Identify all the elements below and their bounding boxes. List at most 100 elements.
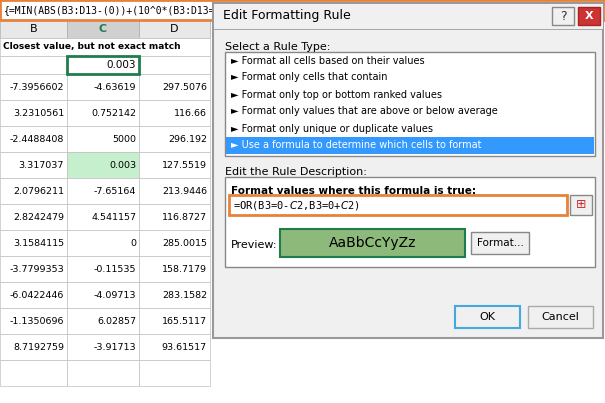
Text: 116.66: 116.66 <box>174 108 207 118</box>
Bar <box>0 74 67 100</box>
Bar <box>139 100 210 126</box>
Bar <box>225 177 595 267</box>
Bar <box>139 308 210 334</box>
Bar <box>570 195 592 215</box>
Text: 213.9446: 213.9446 <box>162 187 207 195</box>
Bar <box>139 178 210 204</box>
Bar <box>67 126 139 152</box>
Bar <box>280 229 465 257</box>
Bar <box>139 20 210 38</box>
Text: ► Format all cells based on their values: ► Format all cells based on their values <box>231 56 425 66</box>
Text: Format...: Format... <box>477 238 523 248</box>
Bar <box>67 56 139 74</box>
Text: 4.541157: 4.541157 <box>91 212 136 222</box>
Text: ⊞: ⊞ <box>576 199 586 212</box>
Bar <box>67 20 139 38</box>
Text: 3.2310561: 3.2310561 <box>13 108 64 118</box>
Bar <box>67 152 139 178</box>
Bar <box>67 178 139 204</box>
Bar <box>139 56 210 74</box>
Bar <box>139 282 210 308</box>
Bar <box>67 334 139 360</box>
Bar <box>0 230 67 256</box>
Text: D: D <box>170 24 178 34</box>
Bar <box>0 0 210 403</box>
Text: C: C <box>99 24 107 34</box>
Text: -1.1350696: -1.1350696 <box>10 316 64 326</box>
Bar <box>0 56 67 74</box>
Text: ► Format only unique or duplicate values: ► Format only unique or duplicate values <box>231 123 433 133</box>
Bar <box>139 152 210 178</box>
Bar <box>67 308 139 334</box>
Text: ► Format only values that are above or below average: ► Format only values that are above or b… <box>231 106 498 116</box>
Bar <box>0 308 67 334</box>
Text: =OR(B3=0-$C$2,B3=0+$C$2): =OR(B3=0-$C$2,B3=0+$C$2) <box>233 199 360 212</box>
Text: Select a Rule Type:: Select a Rule Type: <box>225 42 330 52</box>
Text: ► Use a formula to determine which cells to format: ► Use a formula to determine which cells… <box>231 141 482 150</box>
Text: -4.63619: -4.63619 <box>94 83 136 91</box>
Bar <box>67 204 139 230</box>
Text: 3.1584115: 3.1584115 <box>13 239 64 247</box>
Bar <box>226 137 594 154</box>
Bar <box>0 334 67 360</box>
Text: B: B <box>30 24 38 34</box>
Bar <box>67 282 139 308</box>
Text: Edit the Rule Description:: Edit the Rule Description: <box>225 167 367 177</box>
Text: 2.0796211: 2.0796211 <box>13 187 64 195</box>
Text: Format values where this formula is true:: Format values where this formula is true… <box>231 186 476 196</box>
Text: ► Format only cells that contain: ► Format only cells that contain <box>231 73 387 83</box>
Text: 6.02857: 6.02857 <box>97 316 136 326</box>
Text: Closest value, but not exact match: Closest value, but not exact match <box>3 42 181 52</box>
Text: 158.7179: 158.7179 <box>162 264 207 274</box>
Text: -7.3956602: -7.3956602 <box>10 83 64 91</box>
Text: -2.4488408: -2.4488408 <box>10 135 64 143</box>
Text: 0: 0 <box>130 239 136 247</box>
Bar <box>67 74 139 100</box>
Bar <box>0 256 67 282</box>
Bar <box>471 232 529 254</box>
Bar <box>213 3 603 338</box>
Bar <box>0 360 67 386</box>
Text: -6.0422446: -6.0422446 <box>10 291 64 299</box>
Text: OK: OK <box>480 312 495 322</box>
Text: -3.91713: -3.91713 <box>93 343 136 351</box>
Bar <box>139 360 210 386</box>
Text: ?: ? <box>560 10 566 23</box>
Bar <box>0 152 67 178</box>
Bar <box>139 256 210 282</box>
Text: 3.317037: 3.317037 <box>19 160 64 170</box>
Text: 0.003: 0.003 <box>106 60 136 70</box>
Text: X: X <box>584 11 594 21</box>
Text: 285.0015: 285.0015 <box>162 239 207 247</box>
Bar <box>67 100 139 126</box>
Text: 8.7192759: 8.7192759 <box>13 343 64 351</box>
Text: {=MIN(ABS(B3:D13-(0))+(10^0*(B3:D13=0)))}: {=MIN(ABS(B3:D13-(0))+(10^0*(B3:D13=0)))… <box>4 5 245 15</box>
Text: 165.5117: 165.5117 <box>162 316 207 326</box>
Bar <box>229 195 567 215</box>
Text: 283.1582: 283.1582 <box>162 291 207 299</box>
Bar <box>0 38 210 56</box>
Text: 127.5519: 127.5519 <box>162 160 207 170</box>
Text: 116.8727: 116.8727 <box>162 212 207 222</box>
Bar <box>225 52 595 156</box>
Bar <box>213 3 603 29</box>
Bar <box>139 204 210 230</box>
Text: 5000: 5000 <box>112 135 136 143</box>
Bar <box>139 126 210 152</box>
Bar <box>0 126 67 152</box>
Text: 297.5076: 297.5076 <box>162 83 207 91</box>
Text: 0.003: 0.003 <box>109 160 136 170</box>
Bar <box>0 282 67 308</box>
Text: -4.09713: -4.09713 <box>94 291 136 299</box>
Text: Edit Formatting Rule: Edit Formatting Rule <box>223 10 351 23</box>
Bar <box>139 334 210 360</box>
Text: 0.752142: 0.752142 <box>91 108 136 118</box>
Text: Preview:: Preview: <box>231 240 278 250</box>
Text: -3.7799353: -3.7799353 <box>9 264 64 274</box>
Text: Cancel: Cancel <box>541 312 580 322</box>
Bar <box>67 256 139 282</box>
Text: 2.8242479: 2.8242479 <box>13 212 64 222</box>
Bar <box>0 178 67 204</box>
Text: ► Format only top or bottom ranked values: ► Format only top or bottom ranked value… <box>231 89 442 100</box>
Bar <box>139 230 210 256</box>
